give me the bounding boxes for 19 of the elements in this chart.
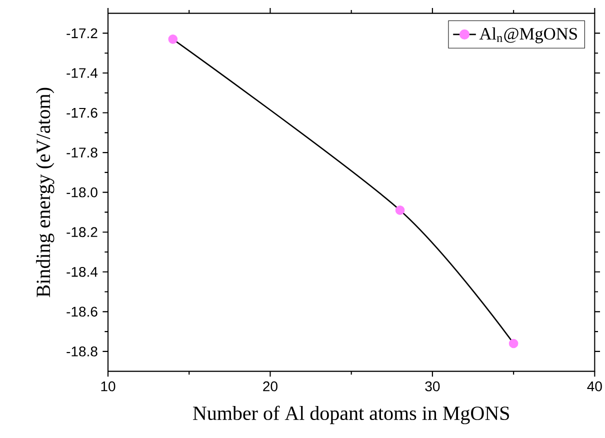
point	[168, 34, 178, 44]
point	[508, 338, 518, 348]
y-tick-label: -17.2	[66, 28, 98, 38]
y-tick-label: -18.8	[66, 346, 98, 356]
y-axis-title: Binding energy (eV/atom)	[36, 88, 54, 298]
y-tick-label: -17.8	[66, 148, 98, 158]
x-tick-label: 40	[587, 381, 602, 392]
x-tick-label: 10	[101, 381, 116, 392]
y-tick-label: -17.4	[66, 68, 98, 78]
legend-label: Al$_{n}$@MgONS	[479, 27, 577, 44]
x-axis-title: Number of Al dopant atoms in MgONS	[193, 406, 509, 424]
y-tick-label: -18.0	[66, 187, 98, 198]
x-tick-label: 30	[425, 381, 440, 392]
y-tick-label: -17.6	[66, 108, 98, 118]
y-tick-label: -18.2	[66, 227, 98, 238]
y-tick-label: -18.6	[66, 306, 98, 317]
y-tick-label: -18.4	[66, 266, 98, 277]
point	[395, 206, 405, 215]
x-tick-label: 20	[263, 381, 278, 392]
